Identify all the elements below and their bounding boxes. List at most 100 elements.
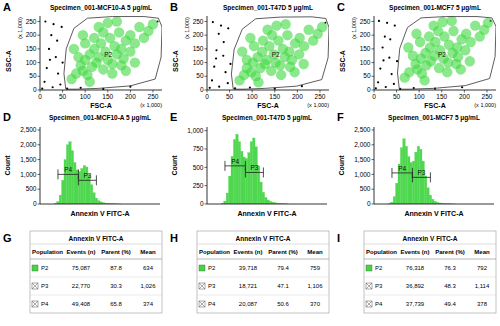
x-axis-label: Annexin V FITC-A xyxy=(70,210,129,217)
y-tick xyxy=(205,204,208,205)
hist-bar xyxy=(257,166,259,204)
y-tick xyxy=(38,129,41,130)
table-cell: 65.8 xyxy=(110,301,122,307)
hist-bar xyxy=(98,201,100,204)
point xyxy=(55,56,57,58)
point xyxy=(218,86,220,88)
y-tick-label: 2,500 xyxy=(20,126,37,133)
swatch xyxy=(366,283,372,289)
table-cell: 1,106 xyxy=(307,283,323,289)
hist-bar xyxy=(226,193,228,204)
hist-bar xyxy=(393,197,395,204)
y-tick-label: 100 xyxy=(26,59,37,66)
hist-bar xyxy=(408,157,410,204)
y-tick xyxy=(205,62,208,63)
y-tick-label: 150 xyxy=(26,45,37,52)
point xyxy=(403,42,413,52)
y-axis-line xyxy=(374,127,375,204)
column-header: Mean xyxy=(474,249,490,255)
y-tick-label: 0 xyxy=(200,86,204,93)
title: Specimen_001-MCF7 5 μg/mL xyxy=(388,114,480,122)
point xyxy=(382,59,384,61)
point xyxy=(59,83,61,85)
point xyxy=(377,81,379,83)
title: Specimen_001-MCF10-A 5 μg/mL xyxy=(49,114,151,122)
y-tick-label: 0 xyxy=(367,86,371,93)
point xyxy=(112,16,122,26)
y-tick xyxy=(38,90,41,91)
hist-bar xyxy=(262,192,264,204)
table-cell: 1,026 xyxy=(140,283,156,289)
panel-letter: A xyxy=(3,1,11,13)
x-axis-label: Annexin V FITC-A xyxy=(404,210,463,217)
table-cell: 75,087 xyxy=(72,265,91,271)
y-tick-label: 150 xyxy=(193,45,204,52)
hist-bar xyxy=(405,146,407,204)
x-tick-label: 150 xyxy=(436,93,447,100)
plot-area xyxy=(388,139,455,204)
table-cell: 30.3 xyxy=(110,283,122,289)
table-cell: 76.3 xyxy=(444,265,456,271)
table-cell: P3 xyxy=(208,283,216,289)
y-tick xyxy=(372,174,375,175)
point xyxy=(385,86,387,88)
y-tick xyxy=(38,48,41,49)
point xyxy=(394,24,396,26)
swatch xyxy=(32,301,38,307)
column-header: Events (n) xyxy=(400,249,429,255)
table-cell: P4 xyxy=(375,301,383,307)
hist-bar xyxy=(229,176,231,204)
point xyxy=(262,25,272,35)
hist-bar xyxy=(260,182,262,204)
point xyxy=(245,33,255,43)
gate-label: P2 xyxy=(272,51,280,58)
point xyxy=(483,18,493,28)
y-unit-label: (x 1,000) xyxy=(351,17,357,39)
point xyxy=(49,59,51,61)
point xyxy=(220,24,222,26)
point xyxy=(298,59,308,69)
hist-bar xyxy=(236,134,238,204)
swatch-cross xyxy=(32,301,38,307)
point xyxy=(227,82,229,84)
y-tick-label: 200 xyxy=(26,31,37,38)
y-tick-label: 50 xyxy=(29,72,37,79)
table-cell: 48.3 xyxy=(444,283,456,289)
x-axis-label: FSC-A xyxy=(424,102,445,109)
point xyxy=(391,73,393,75)
swatch xyxy=(199,283,205,289)
table-rule xyxy=(30,295,162,296)
point xyxy=(448,26,458,36)
gate-label: P4 xyxy=(64,166,72,173)
point xyxy=(107,59,117,69)
y-axis-line xyxy=(374,16,375,90)
point xyxy=(211,79,213,81)
table-cell: 49,408 xyxy=(72,301,91,307)
plot-area xyxy=(221,134,288,204)
hist-bar xyxy=(432,199,434,204)
y-tick-label: 1,000 xyxy=(20,171,37,178)
y-tick-label: 150 xyxy=(360,45,371,52)
hist-bar xyxy=(255,147,257,204)
point xyxy=(94,22,104,32)
y-tick xyxy=(38,62,41,63)
column-header: Parent (%) xyxy=(268,249,298,255)
table-frame xyxy=(197,231,329,313)
y-tick xyxy=(205,130,208,131)
y-axis-line xyxy=(40,127,41,204)
swatch xyxy=(32,283,38,289)
point xyxy=(317,22,327,32)
point xyxy=(52,23,54,25)
swatch xyxy=(366,301,372,307)
table-cell: P2 xyxy=(375,265,383,271)
gate xyxy=(398,17,497,90)
y-axis-label: SSC-A xyxy=(339,50,346,72)
swatch-cross xyxy=(199,283,205,289)
point xyxy=(69,44,79,54)
column-header: Mean xyxy=(307,249,323,255)
point xyxy=(134,22,144,32)
x-tick-label: 200 xyxy=(459,93,470,100)
point xyxy=(271,20,281,30)
point xyxy=(276,70,286,80)
point xyxy=(465,56,475,66)
